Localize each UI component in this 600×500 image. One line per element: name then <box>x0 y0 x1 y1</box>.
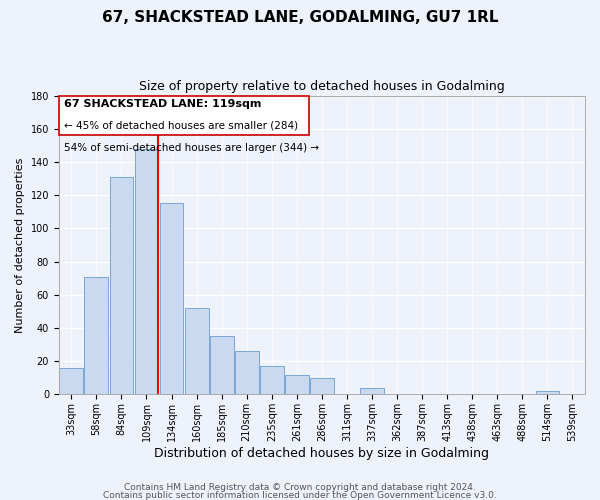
FancyBboxPatch shape <box>59 96 310 136</box>
Text: ← 45% of detached houses are smaller (284): ← 45% of detached houses are smaller (28… <box>64 121 298 131</box>
Bar <box>134 148 158 394</box>
Bar <box>235 352 259 395</box>
Bar <box>360 388 384 394</box>
Bar <box>85 276 108 394</box>
Bar <box>285 374 309 394</box>
X-axis label: Distribution of detached houses by size in Godalming: Distribution of detached houses by size … <box>154 447 490 460</box>
Title: Size of property relative to detached houses in Godalming: Size of property relative to detached ho… <box>139 80 505 93</box>
Text: Contains HM Land Registry data © Crown copyright and database right 2024.: Contains HM Land Registry data © Crown c… <box>124 484 476 492</box>
Text: Contains public sector information licensed under the Open Government Licence v3: Contains public sector information licen… <box>103 490 497 500</box>
Bar <box>310 378 334 394</box>
Text: 67, SHACKSTEAD LANE, GODALMING, GU7 1RL: 67, SHACKSTEAD LANE, GODALMING, GU7 1RL <box>102 10 498 25</box>
Bar <box>536 391 559 394</box>
Text: 54% of semi-detached houses are larger (344) →: 54% of semi-detached houses are larger (… <box>64 144 319 154</box>
Bar <box>260 366 284 394</box>
Bar <box>160 204 184 394</box>
Y-axis label: Number of detached properties: Number of detached properties <box>15 158 25 332</box>
Bar <box>185 308 209 394</box>
Bar <box>59 368 83 394</box>
Bar <box>210 336 233 394</box>
Text: 67 SHACKSTEAD LANE: 119sqm: 67 SHACKSTEAD LANE: 119sqm <box>64 98 262 108</box>
Bar <box>110 177 133 394</box>
